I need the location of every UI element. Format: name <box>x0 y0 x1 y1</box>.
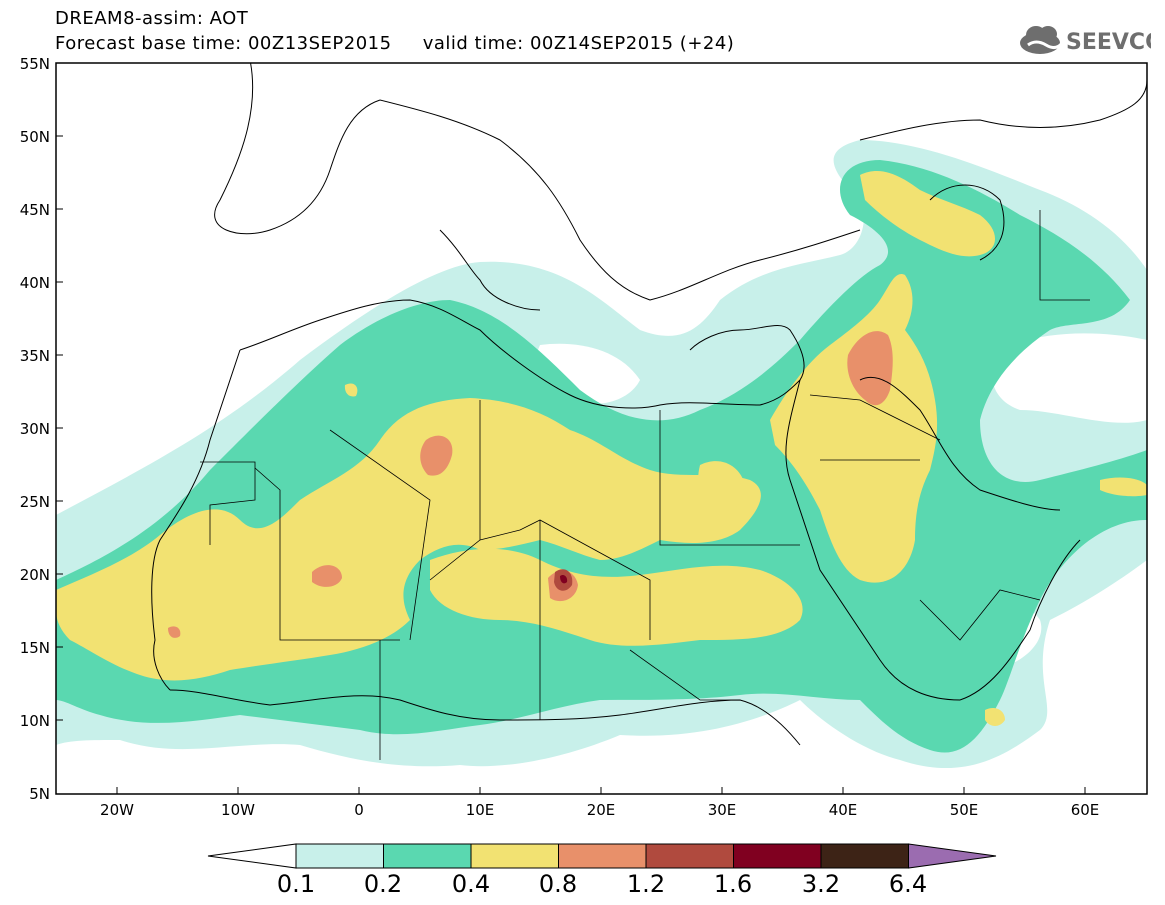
lat-label: 10N <box>20 712 50 730</box>
lat-label: 45N <box>20 201 50 219</box>
lat-label: 30N <box>20 420 50 438</box>
colorbar-label: 0.1 <box>276 870 316 898</box>
lon-label: 0 <box>354 801 364 819</box>
lat-label: 15N <box>20 639 50 657</box>
colorbar-label: 0.2 <box>363 870 403 898</box>
lon-label: 30E <box>708 801 737 819</box>
lon-axis: 20W 10W 0 10E 20E 30E 40E 50E 60E <box>100 787 1099 819</box>
colorbar-swatch <box>820 843 909 869</box>
colorbar-label: 0.4 <box>451 870 491 898</box>
lon-label: 10E <box>466 801 495 819</box>
colorbar-swatch <box>295 843 384 869</box>
lon-label: 10W <box>221 801 255 819</box>
colorbar <box>207 843 997 869</box>
lon-label: 40E <box>829 801 858 819</box>
aot-band-1-6 <box>560 574 568 584</box>
colorbar-swatch <box>470 843 559 869</box>
lat-label: 50N <box>20 128 50 146</box>
lat-label: 40N <box>20 274 50 292</box>
lat-axis: 55N 50N 45N 40N 35N 30N 25N 20N 15N 10N … <box>20 55 63 803</box>
lat-label: 55N <box>20 55 50 73</box>
colorbar-label: 3.2 <box>801 870 841 898</box>
colorbar-swatch <box>558 843 647 869</box>
lat-label: 35N <box>20 347 50 365</box>
borders <box>200 210 1090 760</box>
lat-label: 5N <box>29 785 50 803</box>
colorbar-low-arrow <box>207 843 297 869</box>
colorbar-label: 1.2 <box>626 870 666 898</box>
colorbar-swatch <box>645 843 734 869</box>
colorbar-swatch <box>733 843 822 869</box>
lat-label: 20N <box>20 566 50 584</box>
valid-time-label: valid time: 00Z14SEP2015 (+24) <box>422 33 735 54</box>
colorbar-label: 0.8 <box>538 870 578 898</box>
aot-contours <box>56 140 1147 769</box>
time-info: Forecast base time: 00Z13SEP2015 valid t… <box>55 33 734 54</box>
lon-label: 60E <box>1071 801 1100 819</box>
lon-label: 20W <box>100 801 134 819</box>
colorbar-label: 1.6 <box>713 870 753 898</box>
colorbar-high-arrow <box>908 843 997 869</box>
lon-label: 50E <box>950 801 979 819</box>
logo-text: SEEVCCC <box>1066 30 1151 55</box>
seevccc-logo: SEEVCCC <box>1020 26 1151 55</box>
coastlines <box>151 63 1147 746</box>
aot-band-0-8 <box>168 331 893 638</box>
lon-label: 20E <box>587 801 616 819</box>
aot-band-0-4 <box>56 170 1147 726</box>
colorbar-swatch <box>383 843 472 869</box>
colorbar-label: 6.4 <box>888 870 928 898</box>
map-title: DREAM8-assim: AOT <box>55 8 249 29</box>
cloud-icon <box>1020 26 1064 54</box>
lat-label: 25N <box>20 493 50 511</box>
base-time-label: Forecast base time: 00Z13SEP2015 <box>55 33 392 54</box>
